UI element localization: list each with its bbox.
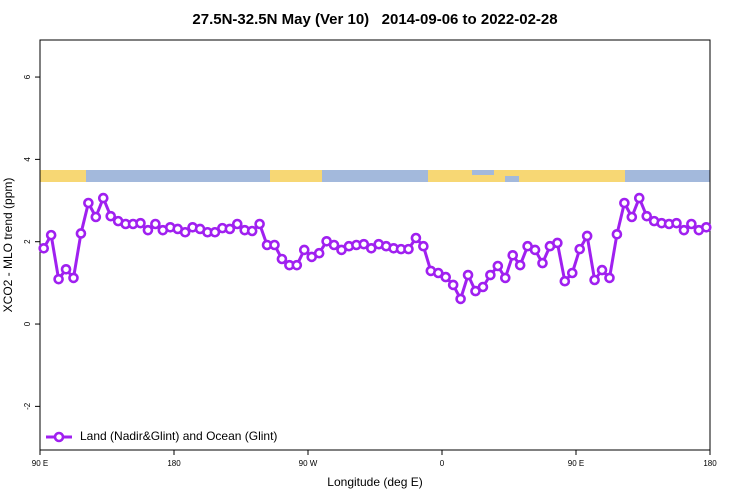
point [365, 242, 377, 254]
point [455, 293, 466, 305]
point [53, 273, 64, 285]
point [432, 267, 444, 279]
point [499, 272, 511, 284]
x-tick-label: 180 [703, 459, 717, 468]
point [619, 197, 630, 209]
y-tick-label: -2 [23, 402, 32, 410]
point [686, 218, 697, 230]
x-axis-label: Longitude (deg E) [327, 475, 422, 489]
point [574, 243, 586, 255]
x-tick-label: 90 W [299, 459, 318, 468]
point [604, 272, 615, 284]
point [313, 247, 325, 259]
x-tick-label: 90 E [32, 459, 48, 468]
point [150, 218, 161, 230]
point [470, 285, 481, 297]
point [246, 225, 258, 237]
point [75, 228, 87, 239]
point [68, 272, 79, 284]
point [231, 218, 243, 230]
x-tick-label: 0 [440, 459, 445, 468]
point [492, 260, 504, 272]
point [269, 239, 280, 251]
point [671, 217, 682, 229]
point [90, 211, 102, 223]
point [537, 257, 548, 269]
point [485, 269, 496, 281]
point [641, 210, 653, 222]
point [209, 226, 221, 238]
point [358, 238, 370, 250]
y-tick-label: 6 [23, 74, 32, 79]
point [328, 239, 340, 251]
y-tick-label: 2 [23, 239, 32, 244]
point [45, 229, 57, 241]
point [410, 232, 422, 244]
point [566, 267, 578, 279]
point [224, 223, 236, 235]
point [298, 244, 310, 256]
point [507, 249, 519, 261]
point [179, 226, 191, 238]
point [529, 244, 541, 256]
point [276, 253, 288, 265]
chart-title: 27.5N-32.5N May (Ver 10) 2014-09-06 to 2… [192, 11, 557, 28]
point [626, 211, 638, 223]
point [552, 237, 563, 249]
point [514, 259, 526, 271]
y-tick-label: 0 [23, 321, 32, 326]
point [611, 228, 623, 240]
point [633, 192, 645, 204]
point [105, 210, 117, 222]
point [142, 224, 154, 236]
point [291, 259, 303, 271]
x-tick-label: 180 [167, 459, 181, 468]
legend-marker [53, 431, 65, 443]
point [559, 275, 571, 287]
point [254, 218, 265, 230]
point [60, 263, 72, 275]
x-tick-label: 90 E [568, 459, 584, 468]
point [403, 243, 414, 255]
point [589, 274, 600, 286]
point [447, 279, 459, 291]
y-axis-label: XCO2 - MLO trend (ppm) [1, 178, 15, 313]
point [135, 217, 146, 229]
legend-label: Land (Nadir&Glint) and Ocean (Glint) [80, 429, 277, 443]
point [596, 264, 608, 276]
point [83, 197, 94, 209]
point [700, 221, 712, 233]
point [581, 230, 593, 242]
y-tick-label: 4 [23, 157, 32, 162]
point [440, 271, 452, 283]
point [38, 242, 50, 254]
point [477, 281, 489, 293]
point [678, 224, 690, 236]
point [462, 269, 474, 281]
surface-strip [40, 170, 710, 182]
point [97, 192, 109, 204]
point [418, 240, 429, 252]
